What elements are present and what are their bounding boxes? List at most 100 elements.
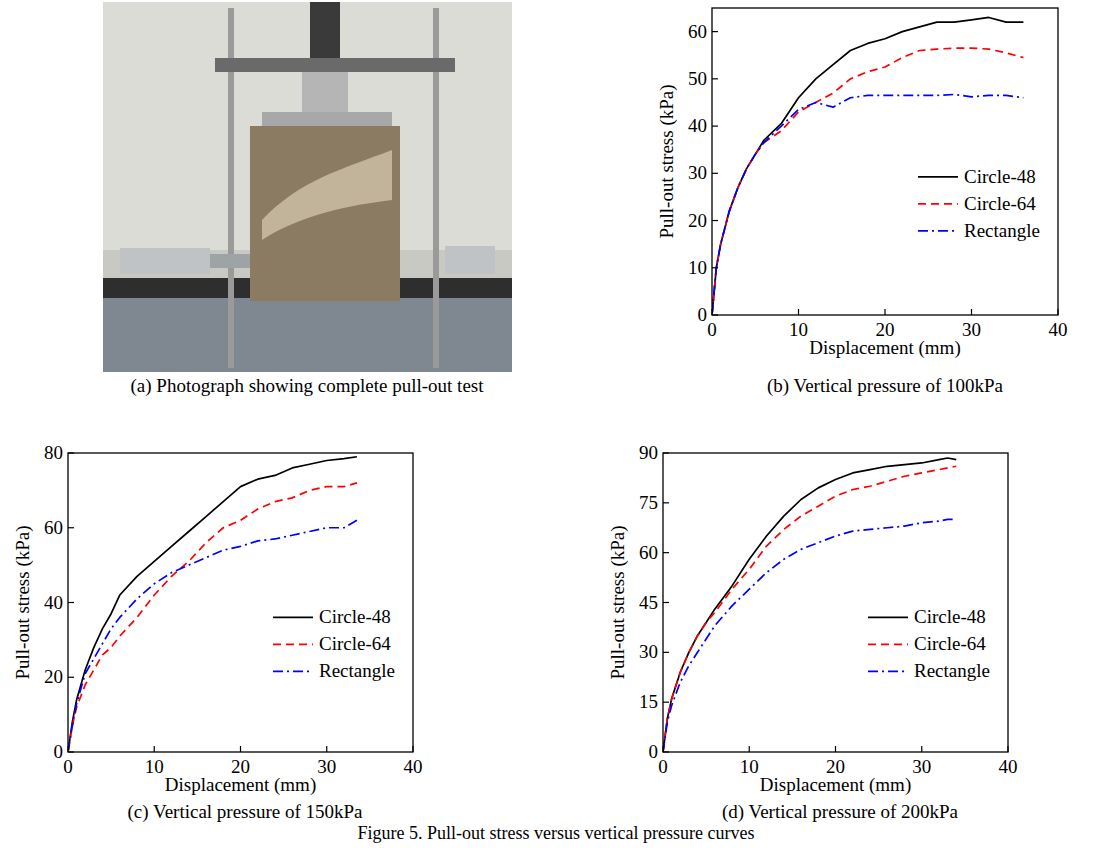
legend-swatch <box>273 671 313 673</box>
y-tick <box>663 552 669 553</box>
x-tick <box>798 309 799 315</box>
photo-actuator <box>310 2 340 58</box>
x-axis-title: Displacement (mm) <box>809 337 960 359</box>
legend-swatch <box>868 671 908 673</box>
y-tick <box>663 602 669 603</box>
legend-label: Rectangle <box>319 660 395 681</box>
figure: (a) Photograph showing complete pull-out… <box>0 0 1113 850</box>
legend-label: Circle-64 <box>964 193 1036 214</box>
y-tick-label: 45 <box>639 592 658 613</box>
y-tick-label: 20 <box>44 666 63 687</box>
x-tick <box>1057 309 1058 315</box>
x-tick <box>835 746 836 752</box>
legend: Circle-48 Circle-64 Rectangle <box>918 166 1040 241</box>
legend-label: Circle-64 <box>319 633 391 654</box>
y-tick-label: 50 <box>688 68 707 89</box>
legend-swatch <box>918 176 958 178</box>
legend-swatch <box>868 617 908 619</box>
plot-area <box>663 458 956 752</box>
y-tick-label: 30 <box>688 162 707 183</box>
legend-label: Circle-48 <box>964 166 1036 187</box>
x-tick-label: 10 <box>789 319 808 340</box>
y-tick <box>712 314 718 315</box>
y-tick <box>68 527 74 528</box>
y-tick <box>663 751 669 752</box>
x-tick-label: 10 <box>740 756 759 777</box>
x-tick <box>67 746 68 752</box>
legend-label: Rectangle <box>964 220 1040 241</box>
photo-base <box>103 298 512 372</box>
x-tick <box>662 746 663 752</box>
y-tick-label: 0 <box>54 741 64 762</box>
chart-panel: 0102030400102030405060Displacement (mm)P… <box>656 8 1068 359</box>
plot-area <box>68 457 357 752</box>
photo-grip <box>210 254 250 268</box>
x-axis-title: Displacement (mm) <box>165 774 316 796</box>
x-tick <box>884 309 885 315</box>
legend-swatch <box>273 644 313 646</box>
x-tick-label: 30 <box>962 319 981 340</box>
y-tick-label: 0 <box>649 741 659 762</box>
y-tick <box>712 78 718 79</box>
x-tick <box>240 746 241 752</box>
panel-caption: (c) Vertical pressure of 150kPa <box>128 801 364 823</box>
y-tick-label: 20 <box>688 210 707 231</box>
y-tick <box>68 751 74 752</box>
photo-clamp <box>120 248 210 274</box>
y-tick <box>663 452 669 453</box>
figure-caption: Figure 5. Pull-out stress versus vertica… <box>358 823 755 843</box>
y-tick-label: 60 <box>688 21 707 42</box>
plot-frame <box>712 8 1058 315</box>
y-tick-label: 40 <box>44 592 63 613</box>
y-tick <box>712 125 718 126</box>
y-axis-title: Pull-out stress (kPa) <box>12 525 34 679</box>
x-tick <box>326 746 327 752</box>
photo-sensor <box>445 246 495 274</box>
panel-caption: (a) Photograph showing complete pull-out… <box>130 375 484 397</box>
x-tick-label: 0 <box>707 319 717 340</box>
y-tick <box>663 502 669 503</box>
plot-frame <box>663 453 1008 752</box>
photo-load-cell <box>302 72 348 112</box>
x-tick-label: 30 <box>912 756 931 777</box>
x-tick <box>412 746 413 752</box>
y-tick-label: 90 <box>639 442 658 463</box>
x-axis-title: Displacement (mm) <box>760 774 911 796</box>
panel-caption: (b) Vertical pressure of 100kPa <box>767 375 1004 397</box>
y-tick <box>68 602 74 603</box>
x-tick-label: 40 <box>999 756 1018 777</box>
x-tick-label: 0 <box>63 756 73 777</box>
y-tick-label: 40 <box>688 115 707 136</box>
x-tick-label: 10 <box>145 756 164 777</box>
chart-panel: 010203040020406080Displacement (mm)Pull-… <box>12 442 423 796</box>
y-tick <box>712 267 718 268</box>
x-tick <box>749 746 750 752</box>
y-tick-label: 60 <box>44 517 63 538</box>
x-tick-label: 0 <box>658 756 668 777</box>
x-tick-label: 40 <box>404 756 423 777</box>
x-tick <box>921 746 922 752</box>
y-tick-label: 60 <box>639 542 658 563</box>
legend: Circle-48Circle-64Rectangle <box>868 606 990 681</box>
y-tick-label: 30 <box>639 641 658 662</box>
series-line <box>68 520 357 752</box>
photo-panel <box>103 2 512 372</box>
x-tick <box>1007 746 1008 752</box>
photo-background <box>103 2 512 372</box>
plot-frame <box>68 453 413 752</box>
x-tick <box>154 746 155 752</box>
series-line <box>663 458 956 752</box>
y-tick <box>68 452 74 453</box>
y-tick-label: 75 <box>639 492 658 513</box>
legend: Circle-48Circle-64Rectangle <box>273 606 395 681</box>
photo-load-plate <box>262 112 392 126</box>
chart-panel: 0102030400153045607590Displacement (mm)P… <box>607 442 1018 796</box>
y-tick <box>663 702 669 703</box>
y-tick <box>712 173 718 174</box>
x-tick-label: 30 <box>317 756 336 777</box>
legend-swatch <box>918 203 958 205</box>
x-tick <box>971 309 972 315</box>
photo-sand-layer <box>262 150 392 240</box>
series-line <box>68 483 357 752</box>
y-tick-label: 0 <box>698 304 708 325</box>
